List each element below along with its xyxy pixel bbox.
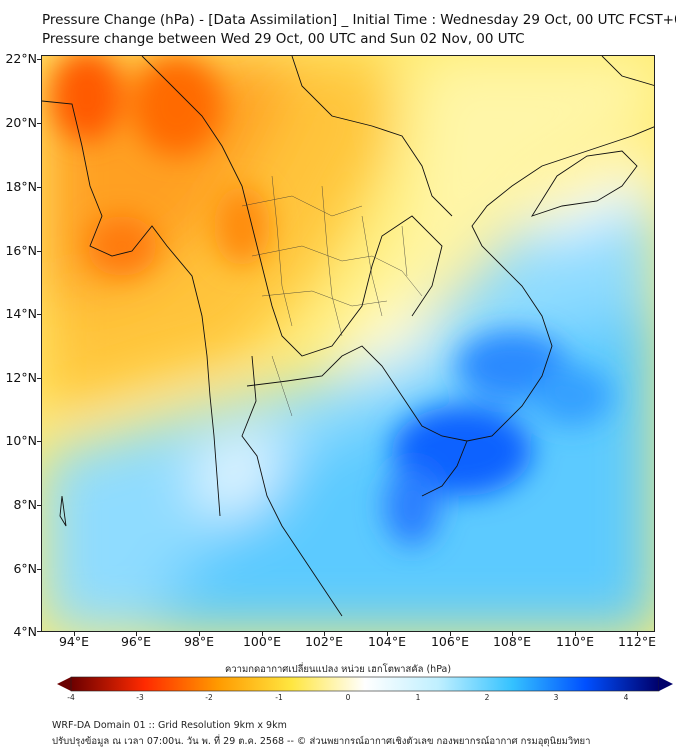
coastline-lines [42, 56, 654, 617]
lon-label: 104°E [367, 634, 406, 649]
lon-label: 102°E [304, 634, 343, 649]
footer-credit: ปรับปรุงข้อมูล ณ เวลา 07:00น. วัน พ. ที่… [52, 736, 591, 747]
colorbar-tick: 4 [623, 693, 629, 702]
colorbar-tick: -3 [136, 693, 144, 702]
colorbar-tick: 0 [345, 693, 351, 702]
pressure-change-map [41, 55, 655, 632]
lat-label: 16°N [5, 243, 37, 258]
colorbar-max-arrow [659, 677, 673, 691]
colorbar-tick: -1 [275, 693, 283, 702]
colorbar-label: ความกดอากาศเปลี่ยนแปลง หน่วย เฮกโตพาสคัล… [224, 664, 452, 675]
lat-label: 18°N [5, 179, 37, 194]
lat-label: 8°N [13, 497, 37, 512]
lon-label: 100°E [242, 634, 281, 649]
lat-label: 4°N [13, 624, 37, 639]
map-canvas [42, 56, 654, 631]
lat-label: 6°N [13, 561, 37, 576]
colorbar-tick: -2 [205, 693, 213, 702]
lon-label: 94°E [58, 634, 90, 649]
colorbar-tick: 3 [553, 693, 559, 702]
colorbar-tick: -4 [67, 693, 75, 702]
lat-label: 20°N [5, 115, 37, 130]
lon-label: 108°E [492, 634, 531, 649]
colorbar-min-arrow [57, 677, 71, 691]
colorbar [57, 676, 673, 692]
lat-label: 22°N [5, 51, 37, 66]
lon-label: 112°E [617, 634, 656, 649]
footer-domain-info: WRF-DA Domain 01 :: Grid Resolution 9km … [52, 720, 287, 731]
lon-label: 110°E [555, 634, 594, 649]
lat-label: 12°N [5, 370, 37, 385]
title-line-1: Pressure Change (hPa) - [Data Assimilati… [42, 12, 676, 28]
lon-label: 96°E [120, 634, 152, 649]
lat-label: 10°N [5, 433, 37, 448]
lat-label: 14°N [5, 306, 37, 321]
colorbar-tick: 2 [484, 693, 490, 702]
title-line-2: Pressure change between Wed 29 Oct, 00 U… [42, 31, 525, 47]
colorbar-tick: 1 [415, 693, 421, 702]
lon-label: 98°E [183, 634, 215, 649]
lon-label: 106°E [430, 634, 469, 649]
